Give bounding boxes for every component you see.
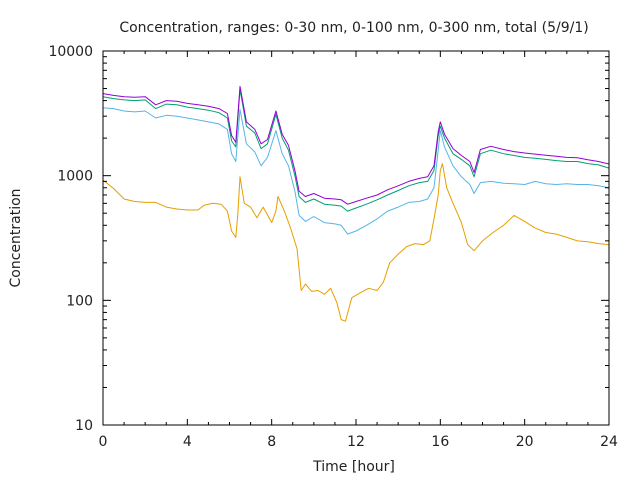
y-tick-label: 1000 — [57, 169, 93, 185]
x-tick-label: 8 — [267, 434, 276, 450]
series-line-0 — [102, 163, 610, 322]
chart-title: Concentration, ranges: 0-30 nm, 0-100 nm… — [119, 20, 588, 36]
y-axis-label: Concentration — [8, 188, 24, 287]
x-tick-label: 12 — [347, 434, 365, 450]
x-tick-label: 0 — [99, 434, 108, 450]
x-axis-label: Time [hour] — [312, 459, 395, 475]
y-tick-label: 10 — [75, 418, 93, 434]
series-layer — [102, 85, 610, 322]
series-line-1 — [102, 107, 610, 235]
x-tick-label: 24 — [600, 434, 618, 450]
series-line-3 — [102, 85, 610, 205]
y-tick-label: 10000 — [48, 44, 93, 60]
x-tick-label: 4 — [183, 434, 192, 450]
axis-layer: 0 4 8 12 16 20 24 10 100 1000 10000 — [48, 44, 618, 450]
series-line-2 — [102, 89, 610, 212]
x-tick-label: 16 — [431, 434, 449, 450]
y-tick-label: 100 — [66, 293, 93, 309]
plot-frame — [102, 50, 610, 426]
x-tick-label: 20 — [516, 434, 534, 450]
